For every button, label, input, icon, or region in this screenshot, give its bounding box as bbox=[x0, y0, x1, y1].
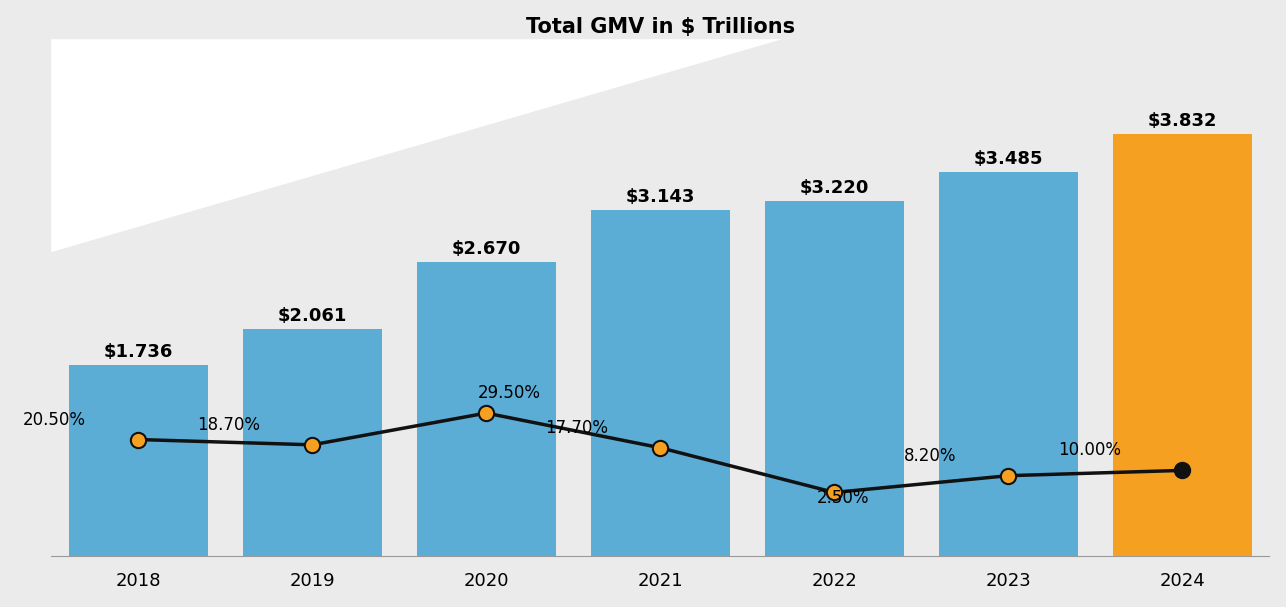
Bar bbox=[590, 210, 730, 557]
Bar bbox=[765, 202, 904, 557]
Bar bbox=[1112, 134, 1253, 557]
Text: 20.50%: 20.50% bbox=[23, 410, 86, 429]
Text: $3.485: $3.485 bbox=[974, 150, 1043, 168]
Text: $3.143: $3.143 bbox=[625, 188, 694, 206]
Polygon shape bbox=[51, 39, 782, 252]
Bar bbox=[243, 329, 382, 557]
Text: 2.50%: 2.50% bbox=[817, 489, 869, 507]
Text: 29.50%: 29.50% bbox=[477, 384, 540, 402]
Title: Total GMV in $ Trillions: Total GMV in $ Trillions bbox=[526, 16, 795, 36]
Bar bbox=[590, 210, 730, 557]
Text: $3.832: $3.832 bbox=[1147, 112, 1217, 129]
Bar bbox=[417, 262, 556, 557]
Text: $2.061: $2.061 bbox=[278, 307, 347, 325]
Bar bbox=[1112, 134, 1253, 557]
Bar bbox=[765, 202, 904, 557]
Text: 8.20%: 8.20% bbox=[904, 447, 955, 464]
Text: $3.220: $3.220 bbox=[800, 179, 869, 197]
Text: $2.670: $2.670 bbox=[451, 240, 521, 257]
Text: 18.70%: 18.70% bbox=[197, 416, 260, 434]
Bar bbox=[939, 172, 1078, 557]
Text: $1.736: $1.736 bbox=[103, 342, 172, 361]
Bar bbox=[68, 365, 208, 557]
Text: 10.00%: 10.00% bbox=[1058, 441, 1121, 459]
Bar bbox=[939, 172, 1078, 557]
Text: 17.70%: 17.70% bbox=[545, 419, 608, 436]
Bar bbox=[68, 365, 208, 557]
Bar bbox=[417, 262, 556, 557]
Bar bbox=[243, 329, 382, 557]
